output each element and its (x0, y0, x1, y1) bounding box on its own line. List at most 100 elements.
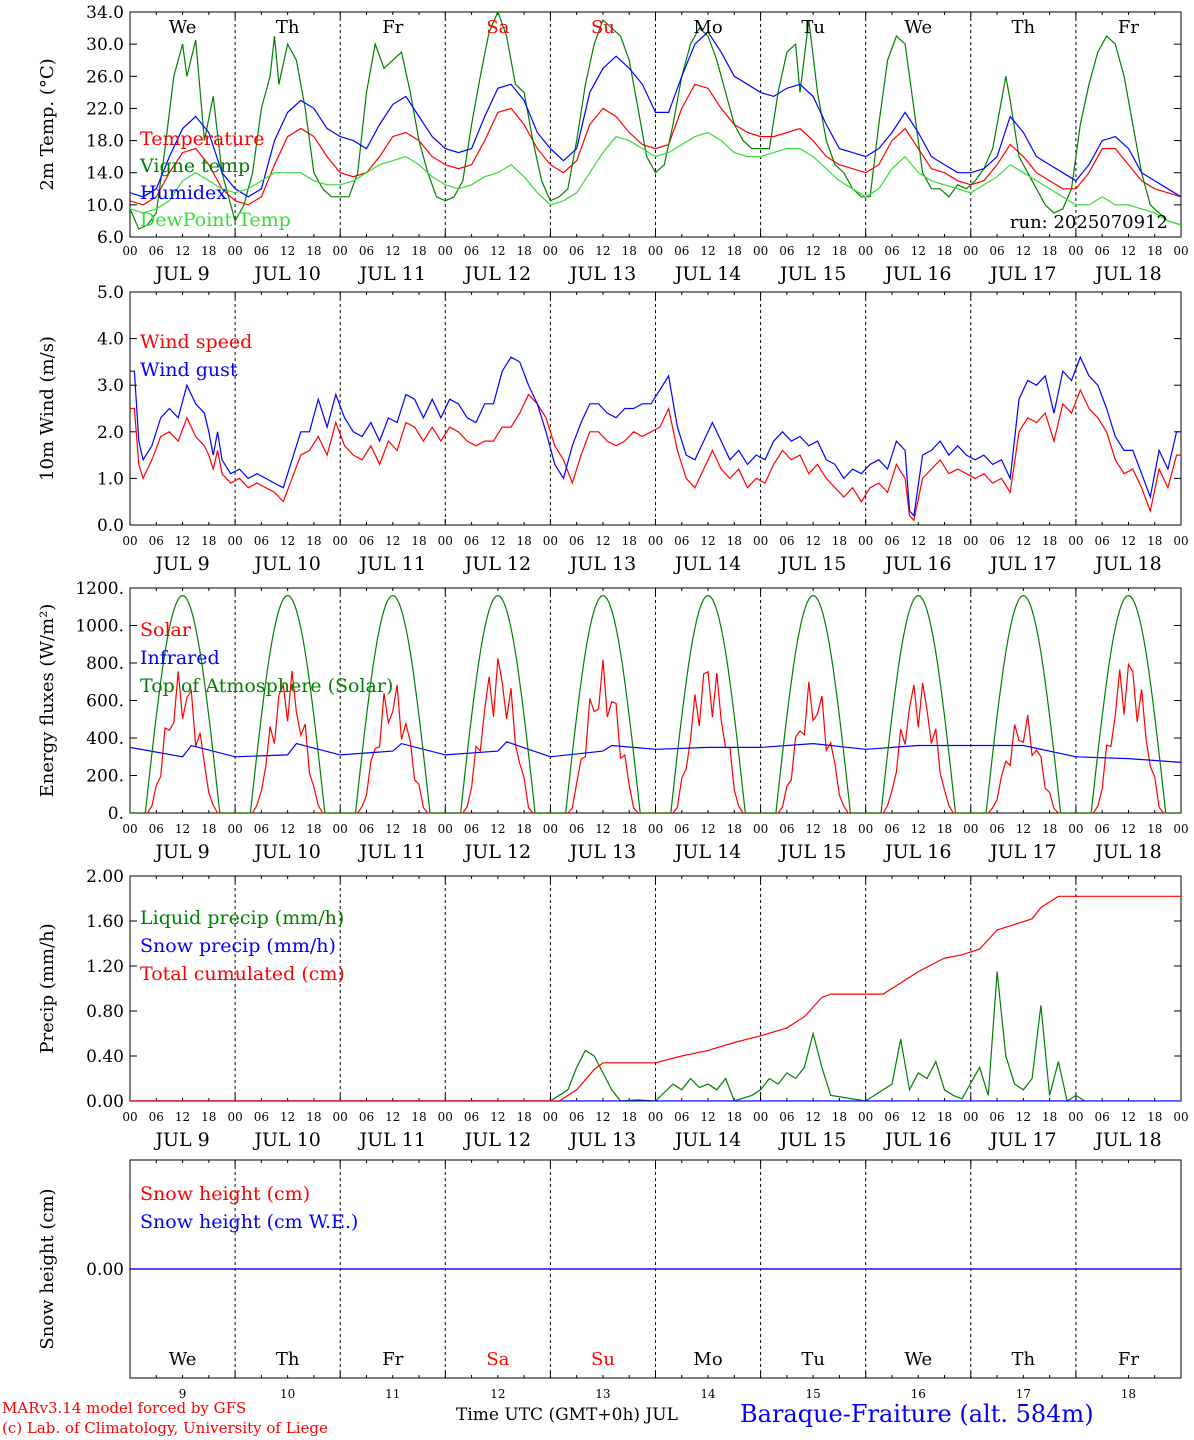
y-tick-label: 6.0 (97, 228, 124, 248)
x-tick-label: 18 (937, 534, 952, 548)
date-label: JUL 13 (568, 263, 636, 285)
x-tick-label: 12 (911, 244, 926, 258)
y-tick-label: 1200. (75, 579, 124, 599)
weekday-label: Fr (382, 17, 403, 38)
x-tick-label: 00 (648, 534, 663, 548)
x-tick-label: 18 (832, 1110, 847, 1124)
x-tick-label: 00 (858, 1110, 873, 1124)
x-tick-label: 00 (333, 1110, 348, 1124)
x-tick-label: 00 (753, 534, 768, 548)
weekday-label: Th (1012, 17, 1036, 38)
legend-entry: Wind speed (140, 331, 252, 353)
x-tick-label: 06 (674, 1110, 689, 1124)
day-number: 13 (595, 1387, 610, 1401)
x-tick-label: 06 (149, 822, 164, 836)
date-label: JUL 10 (252, 263, 320, 285)
x-tick-label: 00 (438, 244, 453, 258)
x-tick-label: 06 (884, 534, 899, 548)
day-number: 9 (179, 1387, 187, 1401)
x-tick-label: 18 (832, 822, 847, 836)
y-tick-label: 0.0 (97, 516, 124, 536)
x-tick-label: 18 (306, 244, 321, 258)
date-label: JUL 9 (153, 263, 209, 285)
x-tick-label: 00 (648, 822, 663, 836)
legend-entry: Liquid precip (mm/h) (140, 907, 344, 929)
weekday-label: We (169, 17, 197, 38)
y-axis-title-energy: Energy fluxes (W/m²) (37, 604, 58, 798)
weekday-label: Th (276, 1349, 300, 1370)
day-number: 16 (911, 1387, 926, 1401)
x-tick-label: 00 (122, 534, 137, 548)
weekday-label: Sa (486, 1349, 509, 1370)
x-tick-label: 18 (832, 534, 847, 548)
x-tick-label: 18 (937, 822, 952, 836)
x-tick-label: 06 (989, 822, 1004, 836)
date-label: JUL 10 (252, 841, 320, 863)
x-tick-label: 06 (779, 822, 794, 836)
x-tick-label: 00 (1173, 244, 1188, 258)
x-tick-label: 06 (779, 244, 794, 258)
legend-entry: Solar (140, 619, 192, 641)
x-tick-label: 06 (1095, 534, 1110, 548)
x-tick-label: 00 (227, 822, 242, 836)
x-tick-label: 18 (1042, 244, 1057, 258)
x-tick-label: 18 (622, 244, 637, 258)
x-tick-label: 12 (700, 1110, 715, 1124)
date-label: JUL 11 (358, 553, 426, 575)
x-tick-label: 06 (569, 534, 584, 548)
date-label: JUL 15 (778, 1129, 846, 1151)
x-tick-label: 06 (569, 244, 584, 258)
x-tick-label: 18 (411, 534, 426, 548)
x-tick-label: 00 (1173, 822, 1188, 836)
x-tick-label: 12 (385, 534, 400, 548)
x-tick-label: 12 (595, 244, 610, 258)
x-tick-label: 12 (911, 1110, 926, 1124)
weekday-label: Mo (693, 17, 722, 38)
day-number: 17 (1016, 1387, 1031, 1401)
legend-entry: Snow height (cm) (140, 1183, 310, 1205)
x-tick-label: 00 (333, 534, 348, 548)
date-label: JUL 17 (988, 263, 1056, 285)
series-dewpoint-temp (130, 131, 1181, 226)
day-number: 18 (1121, 1387, 1136, 1401)
x-tick-label: 18 (1042, 1110, 1057, 1124)
x-tick-label: 18 (201, 1110, 216, 1124)
day-number: 15 (806, 1387, 821, 1401)
x-tick-label: 18 (1147, 244, 1162, 258)
x-tick-label: 06 (464, 822, 479, 836)
day-number: 14 (700, 1387, 716, 1401)
y-tick-label: 1.20 (86, 957, 124, 977)
x-tick-label: 12 (806, 244, 821, 258)
date-label: JUL 16 (883, 553, 951, 575)
y-tick-label: 1000. (75, 617, 124, 637)
x-tick-label: 18 (832, 244, 847, 258)
series-liquid-precip-mm-h- (130, 971, 1086, 1101)
date-label: JUL 14 (673, 263, 741, 285)
y-tick-label: 3.0 (97, 376, 124, 396)
x-tick-label: 00 (1068, 1110, 1083, 1124)
y-tick-label: 10.0 (86, 196, 124, 216)
x-tick-label: 06 (569, 1110, 584, 1124)
run-label: run: 2025070912 (1010, 212, 1168, 233)
x-tick-label: 00 (227, 534, 242, 548)
date-label: JUL 18 (1093, 1129, 1161, 1151)
x-tick-label: 12 (175, 822, 190, 836)
y-tick-label: 0. (108, 804, 124, 824)
x-tick-label: 18 (937, 244, 952, 258)
x-tick-label: 12 (175, 1110, 190, 1124)
y-tick-label: 800. (86, 654, 124, 674)
date-label: JUL 15 (778, 263, 846, 285)
y-tick-label: 5.0 (97, 283, 124, 303)
x-tick-label: 18 (306, 822, 321, 836)
x-tick-label: 00 (858, 244, 873, 258)
date-label: JUL 12 (463, 553, 531, 575)
y-tick-label: 0.40 (86, 1047, 124, 1067)
x-tick-label: 00 (648, 1110, 663, 1124)
x-tick-label: 06 (989, 534, 1004, 548)
x-tick-label: 12 (385, 1110, 400, 1124)
weekday-label: We (904, 1349, 932, 1370)
date-label: JUL 16 (883, 263, 951, 285)
x-tick-label: 18 (411, 1110, 426, 1124)
x-tick-label: 06 (674, 822, 689, 836)
